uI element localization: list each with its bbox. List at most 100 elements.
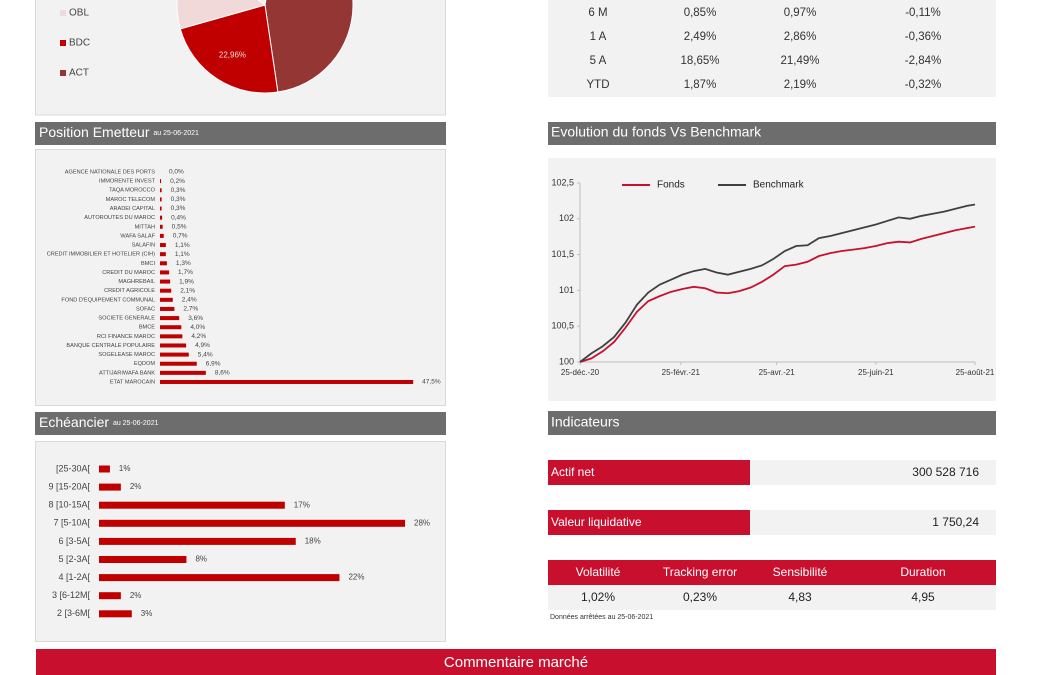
category-label: CREDIT IMMOBILIER ET HOTELIER (CIH) bbox=[47, 252, 155, 258]
series-line bbox=[579, 225, 976, 363]
section-title-text: Position Emetteur bbox=[39, 124, 150, 140]
table-cell: -0,11% bbox=[905, 7, 941, 19]
bar bbox=[160, 279, 171, 284]
value-label: 2,7% bbox=[183, 306, 198, 313]
y-tick-label: 101,5 bbox=[551, 249, 574, 259]
category-label: WAFA SALAF bbox=[120, 233, 155, 239]
legend-swatch bbox=[60, 10, 66, 16]
section-title: Echéancier au 25-06-2021 bbox=[39, 414, 159, 430]
note: Données arrêtées au 25-06-2021 bbox=[550, 614, 653, 621]
bar bbox=[160, 197, 162, 202]
value-label: 2,4% bbox=[182, 297, 197, 304]
value-label: 0,7% bbox=[173, 233, 188, 240]
category-label: BMCI bbox=[141, 261, 155, 267]
category-label: ETAT MAROCAIN bbox=[110, 379, 155, 385]
y-tick-label: 101 bbox=[559, 285, 574, 295]
bar bbox=[160, 306, 175, 311]
bar bbox=[99, 610, 132, 618]
issuer-panel bbox=[35, 149, 446, 406]
performance-panel bbox=[548, 0, 996, 97]
bar bbox=[160, 179, 162, 184]
bar bbox=[160, 370, 206, 375]
category-label: 2 [3-6M[ bbox=[57, 608, 91, 618]
risk-header: Volatilité bbox=[576, 565, 621, 579]
legend-label: Benchmark bbox=[753, 180, 805, 191]
value-label: 17% bbox=[294, 500, 310, 509]
section-subtitle: au 25-06-2021 bbox=[113, 420, 159, 427]
value-label: 2% bbox=[130, 482, 142, 491]
indicator-label-bg bbox=[548, 460, 750, 485]
value-label: 0,3% bbox=[171, 187, 186, 194]
value-label: 8,6% bbox=[215, 370, 230, 377]
value-label: 1,7% bbox=[178, 269, 193, 276]
bar bbox=[160, 188, 162, 193]
value-label: 1,1% bbox=[175, 242, 190, 249]
category-label: ARADEI CAPITAL bbox=[110, 206, 155, 212]
category-label: MAGHREBAIL bbox=[118, 279, 155, 285]
bar bbox=[160, 316, 180, 321]
value-label: 1% bbox=[119, 464, 131, 473]
evolution-panel bbox=[548, 158, 996, 401]
table-cell: 1 A bbox=[590, 31, 607, 43]
table-cell: 2,49% bbox=[684, 31, 717, 43]
category-label: IMMORENTE INVEST bbox=[99, 179, 156, 185]
risk-values-bg bbox=[548, 585, 996, 610]
value-label: 4,0% bbox=[190, 324, 205, 331]
indicator-label-bg bbox=[548, 510, 750, 535]
indicator-value: 300 528 716 bbox=[912, 465, 979, 479]
risk-header: Duration bbox=[900, 565, 945, 579]
bar bbox=[160, 297, 173, 302]
table-cell: 2,19% bbox=[784, 79, 817, 91]
section-title: Indicateurs bbox=[551, 414, 619, 430]
issuer-header bbox=[35, 122, 446, 145]
table-cell: 5 A bbox=[590, 55, 607, 67]
indicator-label: Valeur liquidative bbox=[551, 515, 642, 529]
legend-label: ACT bbox=[69, 68, 89, 79]
value-label: 0,3% bbox=[171, 196, 186, 203]
table-cell: 6 M bbox=[588, 7, 607, 19]
bar bbox=[160, 334, 183, 339]
indicator-value: 1 750,24 bbox=[932, 515, 979, 529]
value-label: 1,9% bbox=[179, 278, 194, 285]
value-label: 2% bbox=[130, 591, 142, 600]
x-tick-label: 25-avr.-21 bbox=[759, 368, 796, 377]
legend-label: Fonds bbox=[657, 180, 685, 191]
value-label: 4,2% bbox=[191, 333, 206, 340]
section-title: Position Emetteur au 25-06-2021 bbox=[39, 124, 199, 140]
bar bbox=[160, 270, 170, 275]
value-label: 18% bbox=[305, 537, 321, 546]
category-label: 9 [15-20A[ bbox=[48, 481, 90, 491]
indicator-label: Actif net bbox=[551, 465, 595, 479]
table-cell: 18,65% bbox=[680, 55, 719, 67]
maturity-header bbox=[35, 412, 446, 435]
value-label: 0,0% bbox=[169, 169, 184, 176]
bar bbox=[160, 243, 166, 248]
value-label: 0,3% bbox=[171, 205, 186, 212]
value-label: 2,1% bbox=[180, 287, 195, 294]
bar bbox=[160, 379, 414, 384]
y-tick-label: 102 bbox=[559, 213, 574, 223]
bar bbox=[160, 343, 187, 348]
pie-label: 22,96% bbox=[219, 50, 246, 59]
pie-slice bbox=[176, 0, 267, 30]
y-tick-label: 100 bbox=[559, 356, 574, 366]
category-label: ATTIJARIWAFA BANK bbox=[99, 370, 155, 376]
x-tick-label: 25-août-21 bbox=[956, 368, 995, 377]
category-label: FOND D'EQUIPEMENT COMMUNAL bbox=[61, 297, 155, 303]
bar bbox=[160, 325, 182, 330]
bar bbox=[160, 361, 197, 366]
value-label: 1,1% bbox=[175, 251, 190, 258]
category-label: BANQUE CENTRALE POPULAIRE bbox=[66, 343, 155, 349]
legend-label: BDC bbox=[69, 38, 90, 49]
category-label: 8 [10-15A[ bbox=[48, 500, 90, 510]
footer-bar bbox=[36, 649, 996, 675]
evolution-header bbox=[548, 122, 996, 145]
y-tick-label: 100,5 bbox=[551, 321, 574, 331]
value-label: 8% bbox=[195, 555, 207, 564]
risk-value: 4,95 bbox=[911, 590, 935, 604]
bar bbox=[160, 215, 163, 220]
pie-slice bbox=[264, 0, 354, 93]
y-tick-label: 102,5 bbox=[551, 177, 574, 187]
table-cell: 2,86% bbox=[784, 31, 817, 43]
